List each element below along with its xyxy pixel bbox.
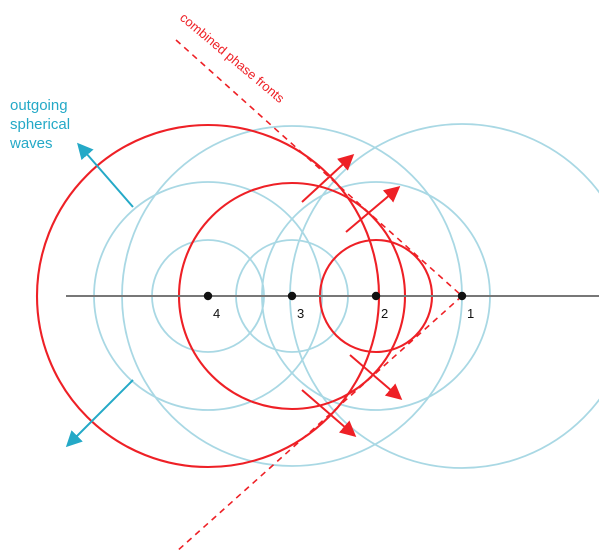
outgoing-wave-arrow-lower <box>65 379 134 448</box>
phase-front-arrow-lower-left <box>301 389 357 437</box>
outgoing-label-line-2: spherical <box>10 116 71 133</box>
source-point-4 <box>203 291 213 301</box>
source-point-3 <box>287 291 297 301</box>
phase-front-arrow-upper-right <box>345 186 401 233</box>
source-label-4: 4 <box>213 306 220 321</box>
outgoing-label-line-1: outgoing <box>10 97 68 114</box>
outgoing-spherical-waves-label: outgoing spherical waves <box>10 96 130 153</box>
phase-fronts-label: combined phase fronts <box>177 10 288 106</box>
phase-front-dashed-lower <box>175 295 463 553</box>
source-label-3: 3 <box>297 306 304 321</box>
source-point-2 <box>371 291 381 301</box>
outgoing-wave-arrow-upper <box>77 142 134 208</box>
outgoing-label-line-3: waves <box>10 135 53 152</box>
phase-front-arrow-lower-right <box>349 354 403 400</box>
source-label-1: 1 <box>467 306 474 321</box>
source-label-2: 2 <box>381 306 388 321</box>
source-point-1 <box>457 291 467 301</box>
phase-front-dashed-upper <box>175 39 463 297</box>
phase-front-arrow-upper-left <box>301 153 355 203</box>
